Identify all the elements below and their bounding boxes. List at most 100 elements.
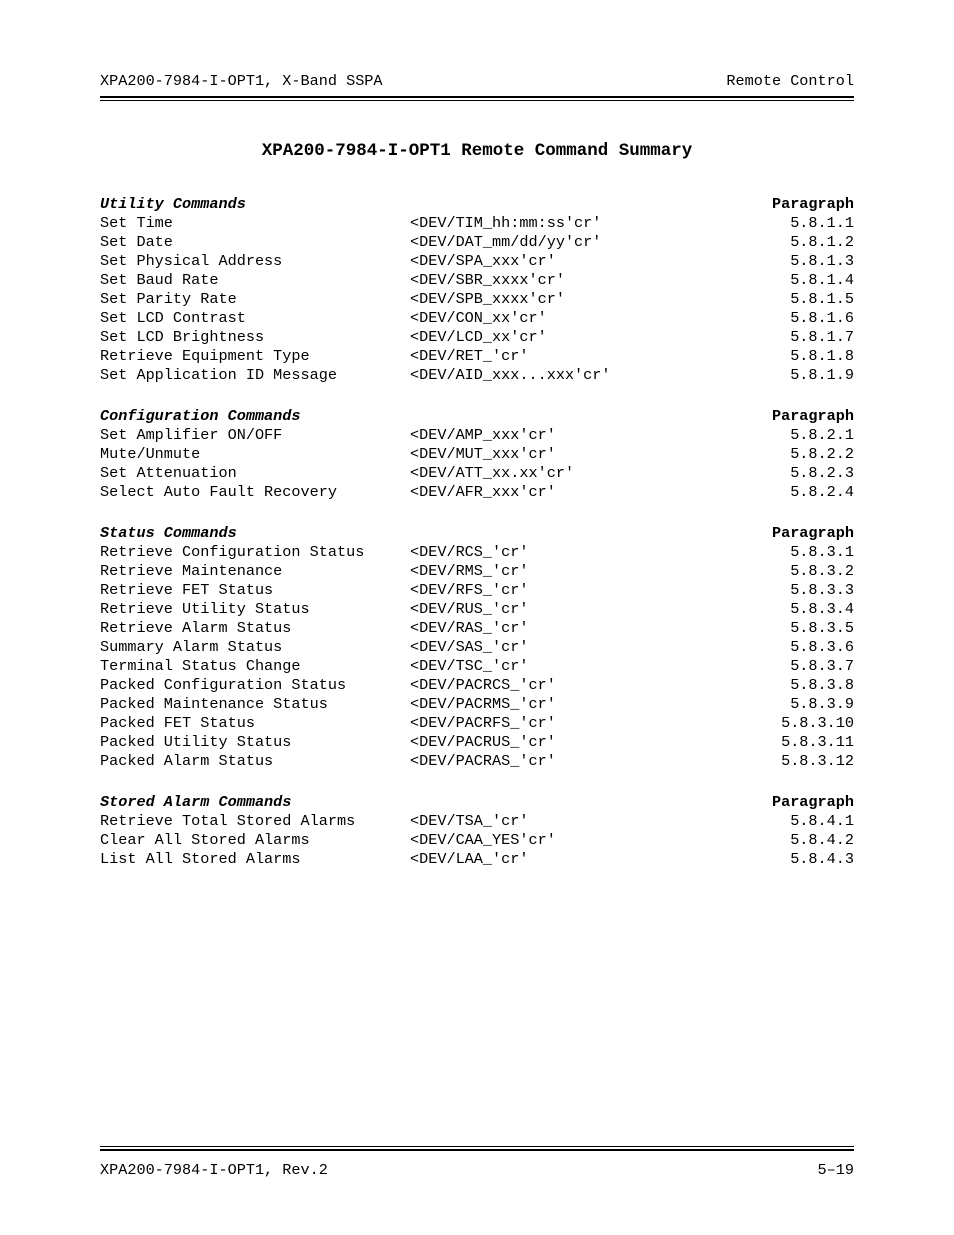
footer-right: 5–19 xyxy=(818,1161,854,1179)
command-paragraph: 5.8.3.6 xyxy=(700,638,854,657)
command-row: Packed Utility Status<DEV/PACRUS_'cr'5.8… xyxy=(100,733,854,752)
header-rule-top xyxy=(100,96,854,98)
command-syntax: <DEV/SPA_xxx'cr' xyxy=(410,252,700,271)
command-paragraph: 5.8.2.1 xyxy=(700,426,854,445)
section-label: Stored Alarm Commands xyxy=(100,793,410,812)
command-syntax: <DEV/RFS_'cr' xyxy=(410,581,700,600)
command-row: Retrieve Maintenance<DEV/RMS_'cr'5.8.3.2 xyxy=(100,562,854,581)
command-row: Set LCD Contrast<DEV/CON_xx'cr'5.8.1.6 xyxy=(100,309,854,328)
page-title: XPA200-7984-I-OPT1 Remote Command Summar… xyxy=(100,141,854,161)
command-row: Terminal Status Change<DEV/TSC_'cr'5.8.3… xyxy=(100,657,854,676)
section-label: Configuration Commands xyxy=(100,407,410,426)
header-rule-bottom xyxy=(100,100,854,101)
command-row: Packed Alarm Status<DEV/PACRAS_'cr'5.8.3… xyxy=(100,752,854,771)
command-paragraph: 5.8.3.1 xyxy=(700,543,854,562)
section-header: Utility CommandsParagraph xyxy=(100,195,854,214)
command-paragraph: 5.8.1.2 xyxy=(700,233,854,252)
command-row: Packed Configuration Status<DEV/PACRCS_'… xyxy=(100,676,854,695)
command-row: Set Attenuation<DEV/ATT_xx.xx'cr'5.8.2.3 xyxy=(100,464,854,483)
paragraph-header: Paragraph xyxy=(700,793,854,812)
command-row: Retrieve Configuration Status<DEV/RCS_'c… xyxy=(100,543,854,562)
section-spacer xyxy=(410,793,700,812)
command-syntax: <DEV/AMP_xxx'cr' xyxy=(410,426,700,445)
command-row: List All Stored Alarms<DEV/LAA_'cr'5.8.4… xyxy=(100,850,854,869)
command-description: Set Physical Address xyxy=(100,252,410,271)
section-header: Configuration Commands Paragraph xyxy=(100,407,854,426)
command-description: Set Attenuation xyxy=(100,464,410,483)
command-syntax: <DEV/AID_xxx...xxx'cr' xyxy=(410,366,700,385)
command-paragraph: 5.8.3.12 xyxy=(700,752,854,771)
command-syntax: <DEV/SAS_'cr' xyxy=(410,638,700,657)
command-description: Retrieve Alarm Status xyxy=(100,619,410,638)
command-description: Packed Maintenance Status xyxy=(100,695,410,714)
command-paragraph: 5.8.3.11 xyxy=(700,733,854,752)
command-paragraph: 5.8.1.9 xyxy=(700,366,854,385)
command-syntax: <DEV/RMS_'cr' xyxy=(410,562,700,581)
command-description: Retrieve Utility Status xyxy=(100,600,410,619)
command-syntax: <DEV/TIM_hh:mm:ss'cr' xyxy=(410,214,700,233)
command-description: Set LCD Brightness xyxy=(100,328,410,347)
paragraph-header: Paragraph xyxy=(700,195,854,214)
command-row: Set Baud Rate<DEV/SBR_xxxx'cr'5.8.1.4 xyxy=(100,271,854,290)
command-syntax: <DEV/LAA_'cr' xyxy=(410,850,700,869)
command-description: Packed FET Status xyxy=(100,714,410,733)
command-paragraph: 5.8.4.1 xyxy=(700,812,854,831)
command-syntax: <DEV/RCS_'cr' xyxy=(410,543,700,562)
command-paragraph: 5.8.1.4 xyxy=(700,271,854,290)
command-syntax: <DEV/PACRAS_'cr' xyxy=(410,752,700,771)
command-syntax: <DEV/ATT_xx.xx'cr' xyxy=(410,464,700,483)
command-description: Set Amplifier ON/OFF xyxy=(100,426,410,445)
command-paragraph: 5.8.3.10 xyxy=(700,714,854,733)
footer-rule-bottom xyxy=(100,1149,854,1151)
command-description: Retrieve Configuration Status xyxy=(100,543,410,562)
command-description: Mute/Unmute xyxy=(100,445,410,464)
command-paragraph: 5.8.1.7 xyxy=(700,328,854,347)
command-syntax: <DEV/RET_'cr' xyxy=(410,347,700,366)
command-row: Retrieve Total Stored Alarms<DEV/TSA_'cr… xyxy=(100,812,854,831)
command-description: Retrieve Equipment Type xyxy=(100,347,410,366)
command-sections: Utility CommandsParagraphSet Time<DEV/TI… xyxy=(100,195,854,869)
section-label: Status Commands xyxy=(100,524,410,543)
command-syntax: <DEV/TSA_'cr' xyxy=(410,812,700,831)
command-paragraph: 5.8.4.3 xyxy=(700,850,854,869)
command-description: Packed Alarm Status xyxy=(100,752,410,771)
command-row: Mute/Unmute<DEV/MUT_xxx'cr'5.8.2.2 xyxy=(100,445,854,464)
section-spacer xyxy=(410,524,700,543)
footer-rule-top xyxy=(100,1146,854,1147)
command-syntax: <DEV/RAS_'cr' xyxy=(410,619,700,638)
command-syntax: <DEV/SBR_xxxx'cr' xyxy=(410,271,700,290)
section-header: Stored Alarm Commands Paragraph xyxy=(100,793,854,812)
command-description: Packed Configuration Status xyxy=(100,676,410,695)
command-description: Set Date xyxy=(100,233,410,252)
command-description: Set Time xyxy=(100,214,410,233)
command-paragraph: 5.8.1.5 xyxy=(700,290,854,309)
command-description: List All Stored Alarms xyxy=(100,850,410,869)
command-description: Clear All Stored Alarms xyxy=(100,831,410,850)
command-row: Set Application ID Message<DEV/AID_xxx..… xyxy=(100,366,854,385)
command-syntax: <DEV/DAT_mm/dd/yy'cr' xyxy=(410,233,700,252)
command-syntax: <DEV/CON_xx'cr' xyxy=(410,309,700,328)
paragraph-header: Paragraph xyxy=(700,407,854,426)
command-description: Set LCD Contrast xyxy=(100,309,410,328)
command-row: Retrieve FET Status<DEV/RFS_'cr'5.8.3.3 xyxy=(100,581,854,600)
command-syntax: <DEV/CAA_YES'cr' xyxy=(410,831,700,850)
command-paragraph: 5.8.3.3 xyxy=(700,581,854,600)
command-syntax: <DEV/LCD_xx'cr' xyxy=(410,328,700,347)
command-description: Retrieve FET Status xyxy=(100,581,410,600)
header-left: XPA200-7984-I-OPT1, X-Band SSPA xyxy=(100,72,383,90)
command-row: Clear All Stored Alarms<DEV/CAA_YES'cr'5… xyxy=(100,831,854,850)
command-row: Set Physical Address<DEV/SPA_xxx'cr'5.8.… xyxy=(100,252,854,271)
command-row: Retrieve Alarm Status<DEV/RAS_'cr'5.8.3.… xyxy=(100,619,854,638)
command-description: Packed Utility Status xyxy=(100,733,410,752)
command-paragraph: 5.8.2.4 xyxy=(700,483,854,502)
command-syntax: <DEV/AFR_xxx'cr' xyxy=(410,483,700,502)
command-syntax: <DEV/RUS_'cr' xyxy=(410,600,700,619)
command-description: Retrieve Maintenance xyxy=(100,562,410,581)
command-paragraph: 5.8.3.9 xyxy=(700,695,854,714)
command-description: Set Parity Rate xyxy=(100,290,410,309)
header-right: Remote Control xyxy=(726,72,854,90)
command-paragraph: 5.8.3.4 xyxy=(700,600,854,619)
command-description: Set Application ID Message xyxy=(100,366,410,385)
document-page: XPA200-7984-I-OPT1, X-Band SSPA Remote C… xyxy=(0,0,954,1235)
command-row: Set Date<DEV/DAT_mm/dd/yy'cr'5.8.1.2 xyxy=(100,233,854,252)
